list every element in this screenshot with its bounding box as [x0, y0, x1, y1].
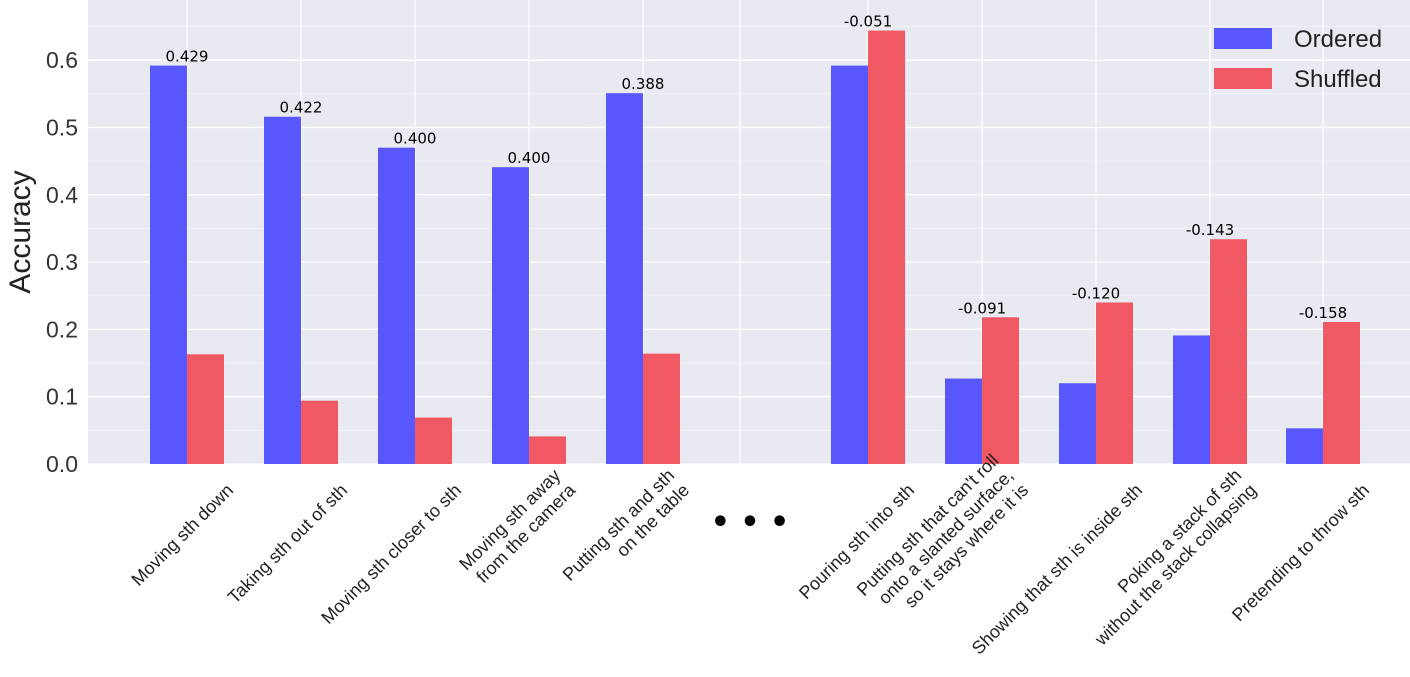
- y-axis-label: Accuracy: [4, 170, 37, 293]
- bar-shuffled: [868, 30, 905, 464]
- x-category-label: Poking a stack of sthwithout the stack c…: [1075, 465, 1260, 650]
- bar-shuffled: [643, 353, 680, 464]
- bar-ordered: [1059, 383, 1096, 464]
- y-tick-label: 0.1: [46, 384, 78, 410]
- x-category-label: Putting sth that can't rollonto a slante…: [853, 450, 1032, 629]
- bar-shuffled: [1210, 239, 1247, 464]
- bar-ordered: [1286, 428, 1323, 464]
- legend-swatch-ordered: [1214, 28, 1272, 49]
- bar-ordered: [945, 378, 982, 464]
- bar-ordered: [831, 65, 868, 465]
- data-label: -0.143: [1186, 221, 1234, 239]
- data-label: 0.400: [508, 149, 551, 167]
- bar-ordered: [264, 116, 301, 465]
- x-category-label: Moving sth down: [127, 480, 237, 590]
- bar-ordered: [606, 93, 643, 464]
- x-category-label: Taking sth out of sth: [224, 480, 351, 607]
- bar-ordered: [1173, 335, 1210, 464]
- data-label: 0.388: [622, 75, 665, 93]
- bars: [150, 30, 1360, 465]
- x-category-label: Putting sth and sthon the table: [559, 465, 693, 599]
- legend-swatch-shuffled: [1214, 68, 1272, 89]
- data-label: 0.429: [166, 48, 209, 66]
- bar-shuffled: [1323, 321, 1360, 464]
- data-label: 0.422: [280, 99, 323, 117]
- bar-ordered: [150, 65, 187, 465]
- y-tick-label: 0.6: [46, 47, 78, 73]
- data-label: -0.051: [844, 13, 892, 31]
- data-labels: 0.429 0.422 0.400 0.400 0.388 -0.051 -0.091 -0.…: [166, 13, 1348, 322]
- y-tick-label: 0.2: [46, 316, 78, 342]
- y-tick-label: 0.5: [46, 115, 78, 141]
- y-axis-ticks: 0.0 0.1 0.2 0.3 0.4 0.5 0.6: [46, 47, 78, 477]
- data-label: 0.400: [394, 130, 437, 148]
- bar-shuffled: [187, 354, 224, 464]
- bar-shuffled: [529, 436, 566, 464]
- y-tick-label: 0.3: [46, 249, 78, 275]
- data-label: -0.158: [1299, 304, 1347, 322]
- bar-shuffled: [1096, 302, 1133, 464]
- legend-label-shuffled[interactable]: Shuffled: [1294, 66, 1382, 93]
- bar-ordered: [378, 147, 415, 464]
- legend-label-ordered[interactable]: Ordered: [1294, 26, 1382, 53]
- legend[interactable]: Ordered Shuffled: [1214, 26, 1382, 93]
- y-tick-label: 0.4: [46, 182, 78, 208]
- data-label: -0.120: [1072, 284, 1120, 302]
- ellipsis-gap-marker: • • •: [711, 505, 789, 540]
- bar-ordered: [492, 167, 529, 464]
- bar-shuffled: [301, 400, 338, 464]
- bar-shuffled: [982, 317, 1019, 464]
- bar-shuffled: [415, 417, 452, 464]
- y-tick-label: 0.0: [46, 451, 78, 477]
- data-label: -0.091: [958, 299, 1006, 317]
